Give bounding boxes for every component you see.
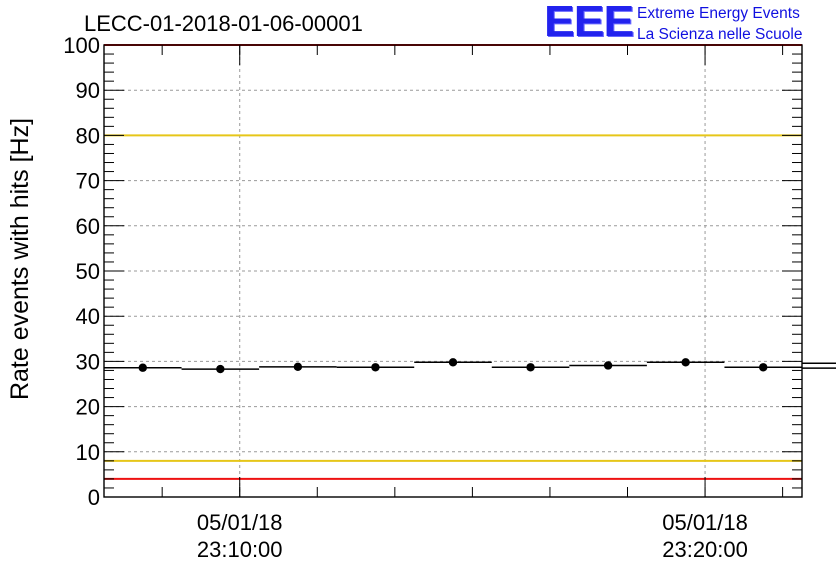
axis-ticks (104, 44, 802, 498)
y-tick-label: 60 (76, 214, 100, 239)
y-tick-label: 20 (76, 395, 100, 420)
y-tick-label: 40 (76, 304, 100, 329)
y-axis-label: Rate events with hits [Hz] (6, 118, 34, 400)
axis-labels: 010203040506070809010005/01/1823:10:0005… (63, 33, 748, 562)
y-tick-label: 70 (76, 169, 100, 194)
data-point (448, 358, 458, 367)
x-tick-label-time: 23:20:00 (662, 537, 748, 562)
data-point (371, 363, 380, 372)
data-point (681, 358, 690, 367)
y-tick-label: 50 (76, 259, 100, 284)
data-point (526, 363, 535, 372)
data-point (603, 361, 613, 370)
data-point (759, 363, 768, 372)
reference-lines (104, 44, 802, 480)
y-tick-label: 80 (76, 123, 100, 148)
y-tick-label: 10 (76, 440, 100, 465)
grid-lines (104, 45, 802, 497)
data-point (293, 362, 303, 372)
x-tick-label-date: 05/01/18 (197, 510, 283, 535)
data-point (138, 363, 147, 372)
y-tick-label: 0 (88, 485, 100, 510)
y-tick-label: 30 (76, 349, 100, 374)
eee-logo: EEE Extreme Energy Events La Scienza nel… (544, 0, 834, 48)
logo-subtitle-1: Extreme Energy Events (637, 5, 800, 22)
eee-logo-mark: EEE (544, 0, 634, 46)
data-series (104, 358, 836, 374)
x-tick-label-time: 23:10:00 (197, 537, 283, 562)
data-point (216, 364, 225, 374)
y-tick-label: 100 (63, 33, 100, 58)
logo-subtitle-2: La Scienza nelle Scuole (637, 26, 803, 43)
chart-title: LECC-01-2018-01-06-00001 (84, 11, 363, 36)
x-tick-label-date: 05/01/18 (662, 510, 748, 535)
y-tick-label: 90 (76, 78, 100, 103)
